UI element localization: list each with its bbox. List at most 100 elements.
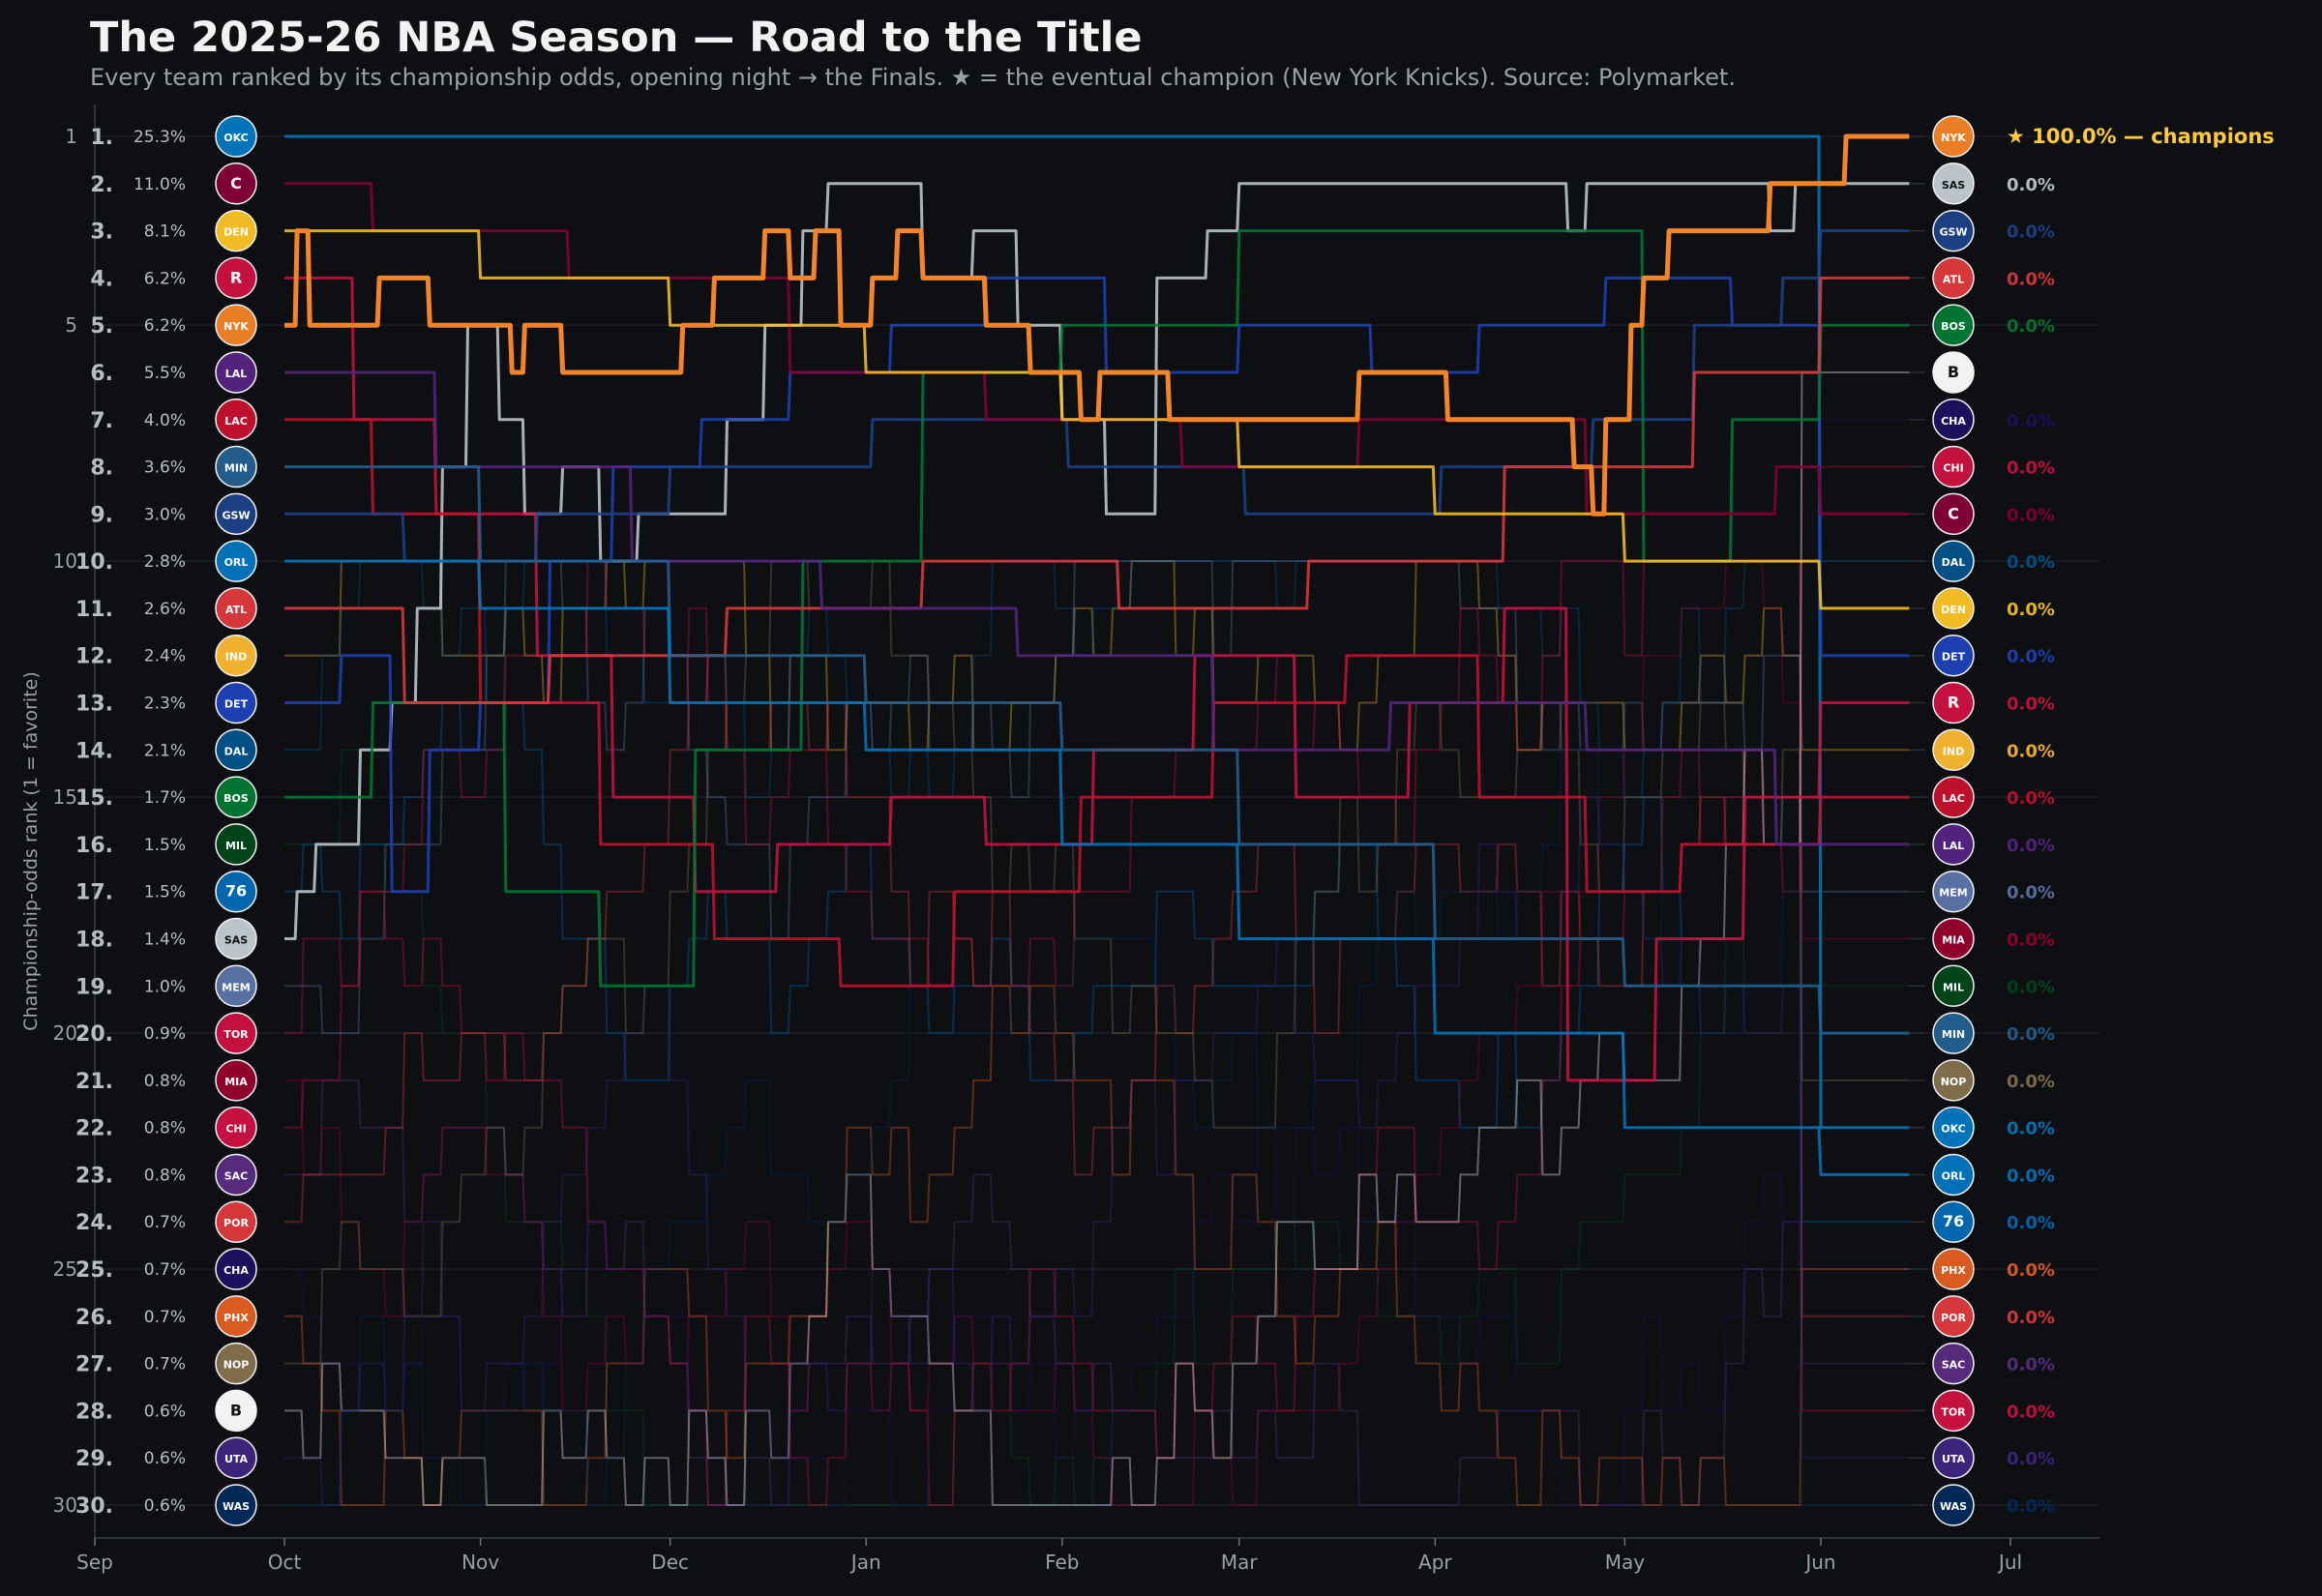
was-logo-icon: WAS — [215, 1484, 257, 1526]
sac-logo-icon: SAC — [1932, 1342, 1975, 1385]
end-odds: 0.0% — [2007, 883, 2055, 903]
lal-logo-icon: LAL — [1932, 823, 1975, 866]
start-odds: 0.7% — [144, 1308, 186, 1327]
start-rank: 8. — [90, 457, 113, 481]
start-odds: 2.1% — [144, 741, 186, 760]
x-axis: Sep Oct Nov Dec Jan Feb Mar Apr May Jun Jul — [76, 1538, 2022, 1574]
ind-logo-icon: IND — [1932, 728, 1975, 772]
svg-text:NYK: NYK — [223, 320, 249, 333]
end-label: UTA 0.0% — [1909, 1436, 2055, 1479]
svg-text:ATL: ATL — [225, 604, 247, 616]
start-rank: 6. — [90, 362, 113, 386]
svg-text:R: R — [230, 268, 242, 286]
team-lines — [284, 133, 1910, 1176]
start-rank: 26. — [75, 1306, 113, 1330]
svg-text:LAL: LAL — [1943, 840, 1965, 852]
start-label: 5. 6.2% NYK — [90, 304, 257, 346]
end-label: BOS 0.0% — [1909, 304, 2055, 346]
chart-subtitle: Every team ranked by its championship od… — [90, 64, 1736, 91]
start-odds: 2.3% — [144, 695, 186, 714]
start-rank: 10. — [75, 550, 113, 575]
start-label: 12. 2.4% IND — [75, 634, 257, 677]
end-odds: 0.0% — [2007, 1496, 2055, 1517]
den-logo-icon: DEN — [215, 209, 257, 252]
start-rank: 29. — [75, 1447, 113, 1471]
svg-text:76: 76 — [1943, 1212, 1964, 1230]
end-label: 76 0.0% — [1909, 1200, 2055, 1243]
end-label: MEM 0.0% — [1909, 870, 2055, 913]
start-odds: 1.5% — [144, 836, 186, 855]
team-line-uta — [284, 796, 1910, 1506]
mia-logo-icon: MIA — [1932, 917, 1975, 961]
start-rank: 7. — [90, 409, 113, 433]
end-label: SAS 0.0% — [1909, 163, 2055, 205]
svg-text:TOR: TOR — [223, 1028, 249, 1041]
end-odds: 0.0% — [2007, 1072, 2055, 1092]
lac-logo-icon: LAC — [1932, 776, 1975, 818]
svg-text:CHA: CHA — [1941, 415, 1966, 428]
svg-text:LAC: LAC — [224, 415, 248, 428]
start-odds: 1.0% — [144, 977, 186, 996]
nop-logo-icon: NOP — [215, 1342, 257, 1385]
chi-logo-icon: CHI — [215, 1106, 257, 1149]
svg-text:PHX: PHX — [223, 1312, 249, 1324]
svg-text:ORL: ORL — [224, 556, 249, 569]
y-tick-label: 15 — [53, 785, 77, 809]
orl-logo-icon: ORL — [215, 540, 257, 582]
start-rank: 20. — [75, 1022, 113, 1047]
end-label: DAL 0.0% — [1909, 540, 2055, 582]
svg-text:OKC: OKC — [223, 132, 248, 144]
svg-text:GSW: GSW — [1939, 226, 1967, 239]
team-line-lal — [284, 370, 1910, 846]
ind-logo-icon: IND — [215, 634, 257, 677]
okc-logo-icon: OKC — [1932, 1106, 1975, 1149]
start-rank: 25. — [75, 1258, 113, 1283]
atl-logo-icon: ATL — [215, 587, 257, 630]
lac-logo-icon: LAC — [215, 399, 257, 441]
svg-text:TOR: TOR — [1941, 1405, 1966, 1418]
team-line-nyk — [284, 133, 1910, 517]
cle-logo-icon: C — [1932, 492, 1975, 536]
mil-logo-icon: MIL — [1932, 964, 1975, 1008]
end-odds: 0.0% — [2007, 316, 2055, 337]
start-rank: 21. — [75, 1070, 113, 1094]
svg-text:MEM: MEM — [1939, 887, 1967, 900]
tor-logo-icon: TOR — [1932, 1389, 1975, 1433]
start-rank: 19. — [75, 975, 113, 999]
dal-logo-icon: DAL — [215, 728, 257, 772]
dal-logo-icon: DAL — [1932, 540, 1975, 582]
end-odds: 0.0% — [2007, 600, 2055, 620]
por-logo-icon: POR — [215, 1200, 257, 1243]
y-tick-label: 25 — [53, 1257, 77, 1281]
gsw-logo-icon: GSW — [1932, 209, 1975, 252]
start-odds: 0.8% — [144, 1072, 186, 1091]
svg-text:C: C — [230, 174, 242, 192]
team-line-det — [284, 276, 1910, 894]
svg-text:CHI: CHI — [225, 1123, 246, 1136]
team-line-cha — [284, 418, 1910, 1506]
phi-logo-icon: 76 — [1932, 1200, 1975, 1243]
start-label: 8. 3.6% MIN — [90, 445, 257, 488]
svg-text:DAL: DAL — [224, 745, 249, 757]
start-label: 23. 0.8% SAC — [75, 1153, 257, 1197]
start-rank: 2. — [90, 173, 113, 197]
y-tick-label: 30 — [53, 1493, 77, 1517]
start-label: 25. 0.7% CHA — [75, 1248, 257, 1290]
start-label: 20. 0.9% TOR — [75, 1012, 257, 1054]
start-odds: 11.0% — [134, 175, 186, 194]
nyk-logo-icon: NYK — [1932, 115, 1975, 158]
end-odds: 0.0% — [2007, 836, 2055, 856]
end-odds: 0.0% — [2007, 1402, 2055, 1422]
start-rank: 18. — [75, 928, 113, 952]
end-label: POR 0.0% — [1909, 1295, 2055, 1338]
x-tick-label: Jun — [1803, 1551, 1835, 1574]
start-label: 15. 1.7% BOS — [75, 776, 257, 818]
end-label: MIN 0.0% — [1909, 1012, 2055, 1054]
end-label: MIL 0.0% — [1909, 964, 2055, 1008]
grid — [94, 104, 2099, 1539]
svg-text:NOP: NOP — [1941, 1076, 1967, 1088]
end-label: TOR 0.0% — [1909, 1389, 2055, 1433]
x-tick-label: Jul — [1997, 1551, 2022, 1574]
